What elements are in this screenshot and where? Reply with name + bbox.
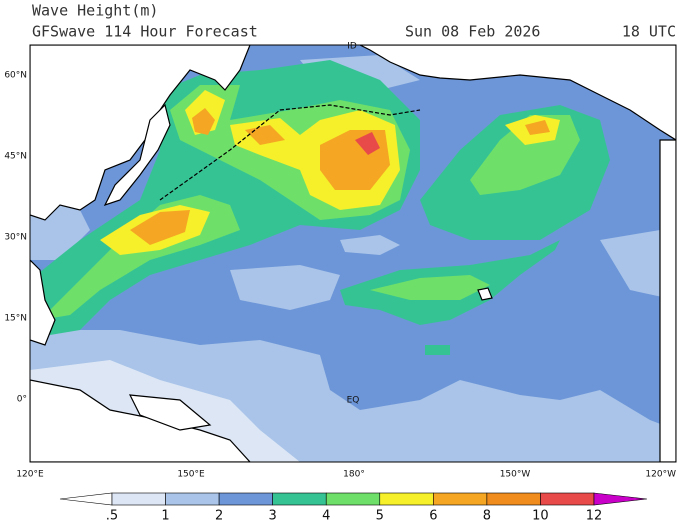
map-frame xyxy=(29,44,677,463)
map-label: EQ xyxy=(347,396,360,406)
colorbar-swatch xyxy=(165,492,220,506)
colorbar-label: 12 xyxy=(586,509,603,524)
colorbar-triangle xyxy=(59,492,113,506)
lat-label: 45°N xyxy=(4,152,27,162)
colorbar-label: 2 xyxy=(215,509,223,524)
lon-label: 150°E xyxy=(177,470,205,480)
colorbar-label: 8 xyxy=(483,509,491,524)
lon-label: 180° xyxy=(343,470,365,480)
title: Wave Height(m) xyxy=(32,2,158,20)
lon-label: 150°W xyxy=(500,470,531,480)
colorbar-label: .5 xyxy=(106,509,118,524)
colorbar-swatch xyxy=(540,492,595,506)
date: Sun 08 Feb 2026 xyxy=(405,23,540,41)
colorbar-swatch xyxy=(272,492,327,506)
lat-label: 15°N xyxy=(4,314,27,324)
colorbar-swatch xyxy=(486,492,541,506)
colorbar-swatch xyxy=(325,492,381,506)
colorbar-label: 6 xyxy=(429,509,437,524)
map-label: ID xyxy=(347,42,357,52)
colorbar-label: 10 xyxy=(532,509,549,524)
time: 18 UTC xyxy=(622,23,676,41)
lat-label: 30°N xyxy=(4,233,27,243)
colorbar-swatch xyxy=(218,492,273,506)
colorbar-swatch xyxy=(433,492,488,506)
colorbar-label: 4 xyxy=(322,509,330,524)
colorbar-label: 5 xyxy=(376,509,384,524)
colorbar-swatch xyxy=(111,492,166,506)
subtitle: GFSwave 114 Hour Forecast xyxy=(32,23,258,41)
map xyxy=(30,45,676,462)
colorbar-label: 3 xyxy=(269,509,277,524)
colorbar-triangle xyxy=(593,492,648,506)
colorbar-label: 1 xyxy=(161,509,169,524)
colorbar-swatch xyxy=(379,492,434,506)
lat-label: 0° xyxy=(17,395,27,405)
lon-label: 120°E xyxy=(16,470,44,480)
lat-label: 60°N xyxy=(4,71,27,81)
lon-label: 120°W xyxy=(645,470,676,480)
